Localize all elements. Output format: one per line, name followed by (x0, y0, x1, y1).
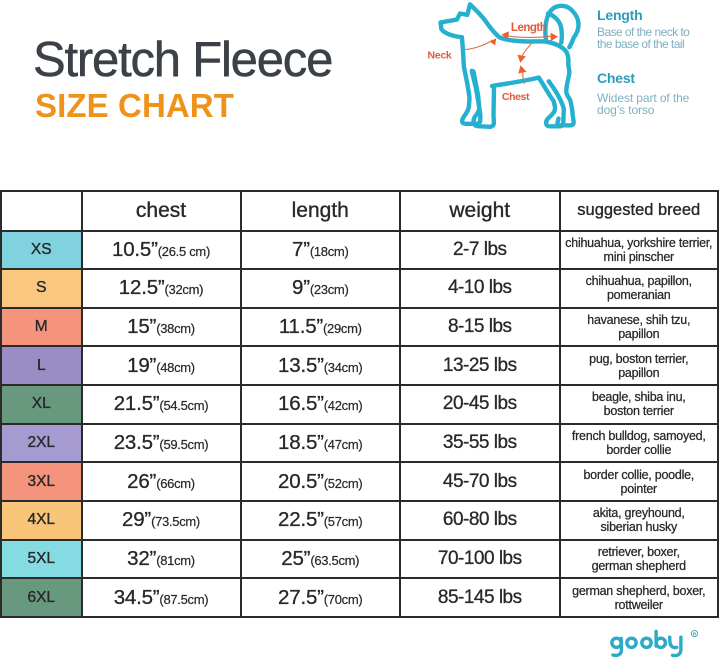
svg-text:Length: Length (511, 22, 547, 34)
svg-text:Neck: Neck (428, 50, 452, 62)
svg-text:Chest: Chest (502, 91, 530, 103)
svg-text:R: R (693, 631, 697, 637)
